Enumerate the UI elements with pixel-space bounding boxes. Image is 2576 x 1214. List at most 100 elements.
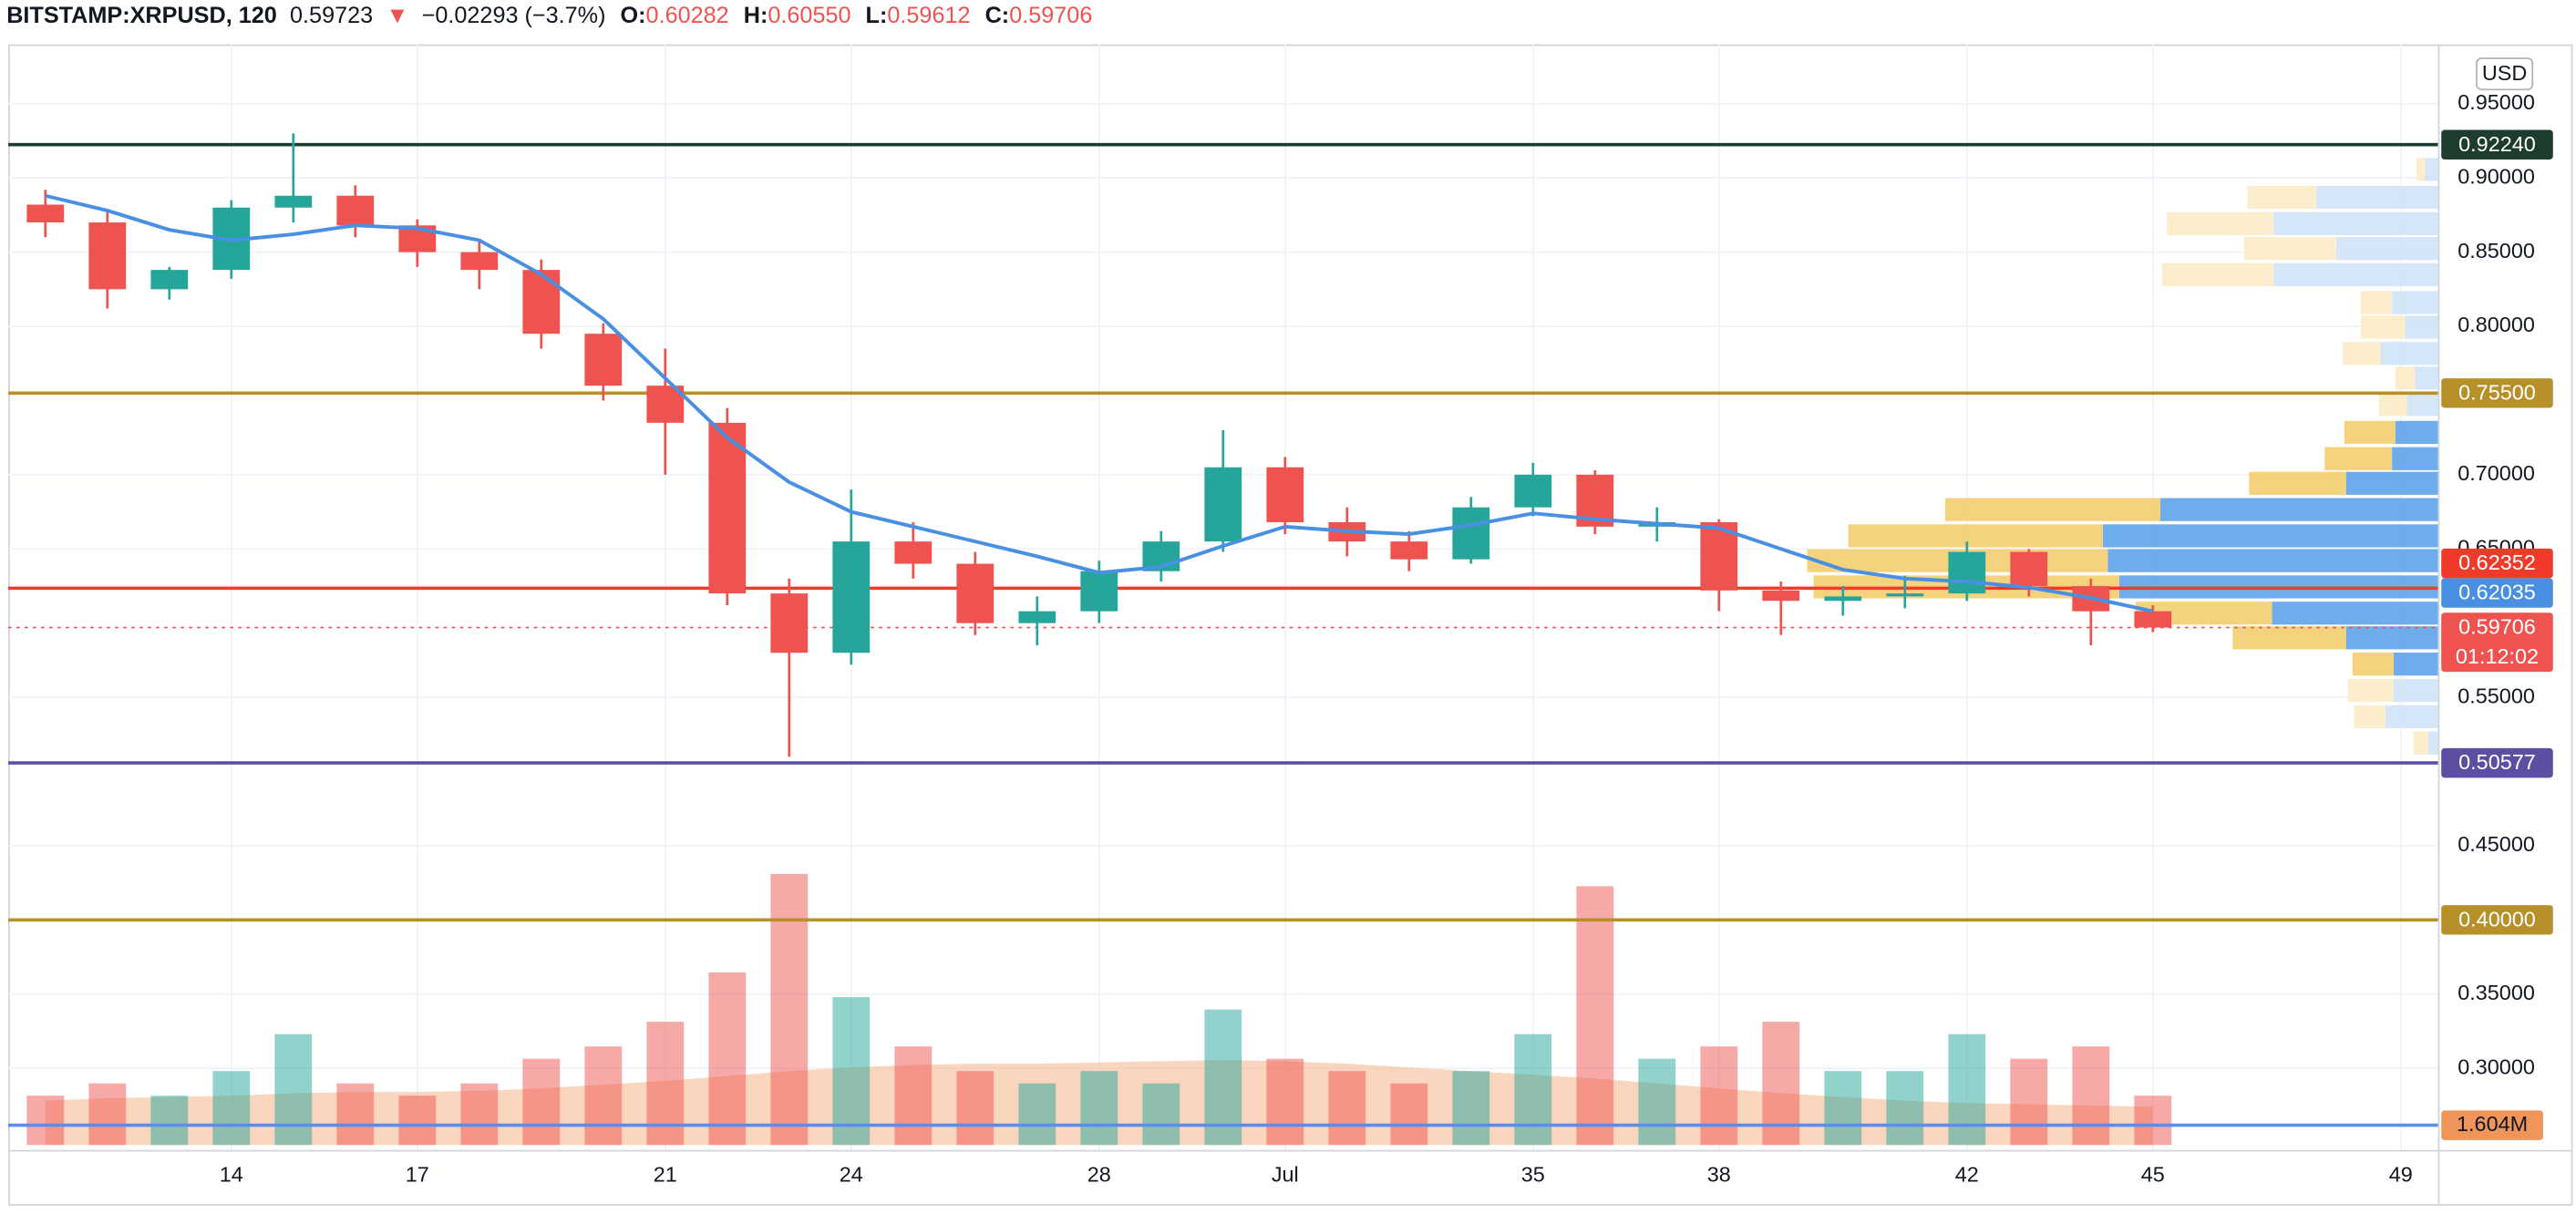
candle-body xyxy=(1514,474,1552,508)
profile-up xyxy=(2425,158,2438,181)
volume-bar xyxy=(708,972,747,1146)
profile-up xyxy=(2380,342,2438,365)
volume-bar xyxy=(1576,886,1614,1146)
candle-body xyxy=(584,334,623,386)
volume-level-box xyxy=(2441,1110,2543,1140)
profile-up xyxy=(2393,653,2438,676)
moving-average xyxy=(45,193,2154,613)
volume-bar xyxy=(1328,1071,1366,1146)
level-label: 0.62352 xyxy=(2458,550,2536,574)
candle-body xyxy=(2134,611,2172,628)
chart-frame xyxy=(8,44,2573,1206)
candle-body xyxy=(1452,507,1490,560)
candle-body xyxy=(708,422,747,594)
x-tick-label: 28 xyxy=(1087,1163,1111,1187)
profile-down xyxy=(2232,626,2346,650)
volume-bar xyxy=(1142,1083,1180,1146)
volume-bar xyxy=(1018,1083,1056,1146)
candle-body xyxy=(274,195,313,208)
x-tick-label: 21 xyxy=(654,1163,677,1187)
level-box xyxy=(2441,905,2553,935)
profile-down xyxy=(2324,447,2393,470)
profile-up xyxy=(2160,498,2438,521)
y-tick-label: 0.45000 xyxy=(2458,832,2535,856)
level-label: 0.62035 xyxy=(2458,581,2536,604)
y-tick-label: 0.85000 xyxy=(2458,239,2535,262)
x-tick-label: 38 xyxy=(1707,1163,1731,1187)
volume-bar xyxy=(894,1046,933,1146)
currency: USD xyxy=(2482,61,2527,85)
candle-body xyxy=(460,252,499,271)
currency-box[interactable] xyxy=(2476,57,2534,91)
level-label: 0.59706 xyxy=(2458,615,2536,639)
profile-down xyxy=(2360,291,2393,314)
volume-bar xyxy=(1080,1071,1118,1146)
ohlc-value: 0.59612 xyxy=(887,3,970,28)
volume-bar xyxy=(770,873,809,1146)
profile-up xyxy=(2335,236,2438,261)
profile-up xyxy=(2427,731,2438,755)
volume-bar xyxy=(956,1071,994,1146)
ohlc-key: O: xyxy=(621,3,646,28)
profile-down xyxy=(2360,315,2406,339)
x-tick-label: 14 xyxy=(220,1163,243,1187)
volume-bar xyxy=(1886,1071,1924,1146)
profile-down xyxy=(2354,705,2385,729)
level-box xyxy=(2441,129,2553,159)
change-arrow: ▼ xyxy=(386,3,408,28)
candle-body xyxy=(2010,551,2048,586)
volume-bar xyxy=(1638,1058,1676,1146)
ohlc-key: C: xyxy=(985,3,1010,28)
profile-down xyxy=(2352,653,2394,676)
candle-body xyxy=(1080,571,1118,612)
profile-down xyxy=(2247,185,2317,210)
y-tick-label: 0.70000 xyxy=(2458,461,2535,485)
profile-up xyxy=(2395,420,2438,445)
x-tick-label: 49 xyxy=(2389,1163,2413,1187)
volume-bar xyxy=(2010,1058,2048,1146)
volume-bar xyxy=(2072,1046,2110,1146)
profile-down xyxy=(2249,471,2346,495)
volume-bar xyxy=(274,1034,313,1146)
y-tick-label: 0.35000 xyxy=(2458,981,2535,1004)
x-tick-label: 45 xyxy=(2141,1163,2165,1187)
candle-body xyxy=(894,541,933,564)
ohlc-value: 0.60282 xyxy=(646,3,729,28)
level-box xyxy=(2441,578,2553,608)
volume-bar xyxy=(398,1096,437,1146)
volume-bar xyxy=(460,1083,499,1146)
profile-down xyxy=(2413,731,2428,755)
volume-bar xyxy=(584,1046,623,1146)
candle-body xyxy=(832,541,871,653)
symbol: BITSTAMP:XRPUSD, 120 xyxy=(6,3,277,28)
profile-down xyxy=(1848,524,2103,548)
candle-body xyxy=(336,195,375,226)
profile-up xyxy=(2415,366,2438,390)
candle-body xyxy=(1204,467,1242,542)
x-tick-label: 42 xyxy=(1955,1163,1979,1187)
level-box xyxy=(2441,548,2553,579)
profile-down xyxy=(2395,366,2416,390)
level-label: 0.40000 xyxy=(2458,907,2536,931)
level-label: 0.50577 xyxy=(2458,750,2536,774)
volume-bar xyxy=(336,1083,375,1146)
volume-bar xyxy=(1390,1083,1428,1146)
profile-up xyxy=(2273,211,2438,235)
last-price: 0.59723 xyxy=(290,3,373,28)
profile-down xyxy=(2161,262,2274,286)
level-box xyxy=(2441,612,2553,673)
profile-down xyxy=(2347,678,2394,703)
ohlc-key: L: xyxy=(866,3,888,28)
volume-bar xyxy=(1452,1071,1490,1146)
ohlc-value: 0.59706 xyxy=(1009,3,1092,28)
profile-up xyxy=(2102,524,2438,548)
level-box xyxy=(2441,747,2553,778)
x-tick-label: 35 xyxy=(1521,1163,1545,1187)
candle-body xyxy=(1390,541,1428,560)
candle-body xyxy=(1762,590,1800,602)
profile-down xyxy=(2378,393,2407,417)
candle-body xyxy=(1886,593,1924,597)
y-tick-label: 0.80000 xyxy=(2458,313,2535,336)
